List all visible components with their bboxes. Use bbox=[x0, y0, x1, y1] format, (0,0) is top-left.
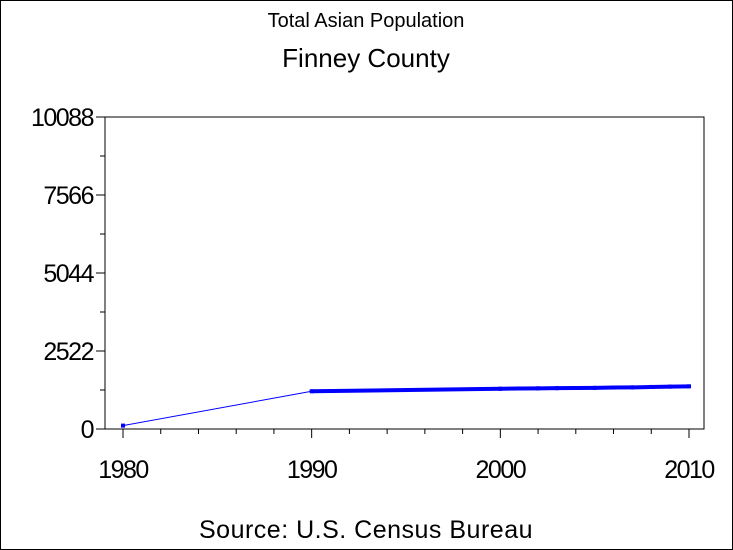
y-tick-label: 0 bbox=[81, 416, 94, 444]
data-point bbox=[611, 385, 616, 390]
y-axis: 0 2522 5044 7566 10088 bbox=[31, 104, 105, 444]
series-line-segment bbox=[309, 386, 503, 394]
data-point bbox=[592, 385, 597, 390]
data-point bbox=[630, 385, 635, 390]
source-footnote: Source: U.S. Census Bureau bbox=[199, 516, 533, 544]
y-tick-label: 7566 bbox=[43, 182, 93, 210]
x-tick-label: 1990 bbox=[287, 456, 337, 484]
y-tick-label: 10088 bbox=[31, 104, 94, 132]
data-point bbox=[554, 386, 559, 391]
series-line-segment bbox=[122, 390, 313, 427]
series-layer bbox=[121, 384, 691, 428]
data-point bbox=[649, 384, 654, 389]
data-point bbox=[573, 386, 578, 391]
data-point bbox=[668, 384, 673, 389]
chart-subtitle: Finney County bbox=[282, 43, 450, 73]
x-tick-label: 1980 bbox=[98, 456, 148, 484]
data-point bbox=[309, 389, 314, 394]
data-point bbox=[536, 386, 541, 391]
plot-area bbox=[104, 116, 705, 430]
data-point bbox=[517, 386, 522, 391]
y-tick-label: 5044 bbox=[43, 260, 94, 288]
x-tick-label: 2000 bbox=[476, 456, 526, 484]
data-point bbox=[687, 384, 691, 389]
data-point bbox=[498, 386, 503, 391]
y-tick-label: 2522 bbox=[43, 338, 93, 366]
x-tick-label: 2010 bbox=[664, 456, 714, 484]
data-point bbox=[121, 423, 125, 428]
x-axis: 1980 1990 2000 2010 bbox=[98, 429, 716, 484]
chart-title: Total Asian Population bbox=[268, 10, 465, 32]
